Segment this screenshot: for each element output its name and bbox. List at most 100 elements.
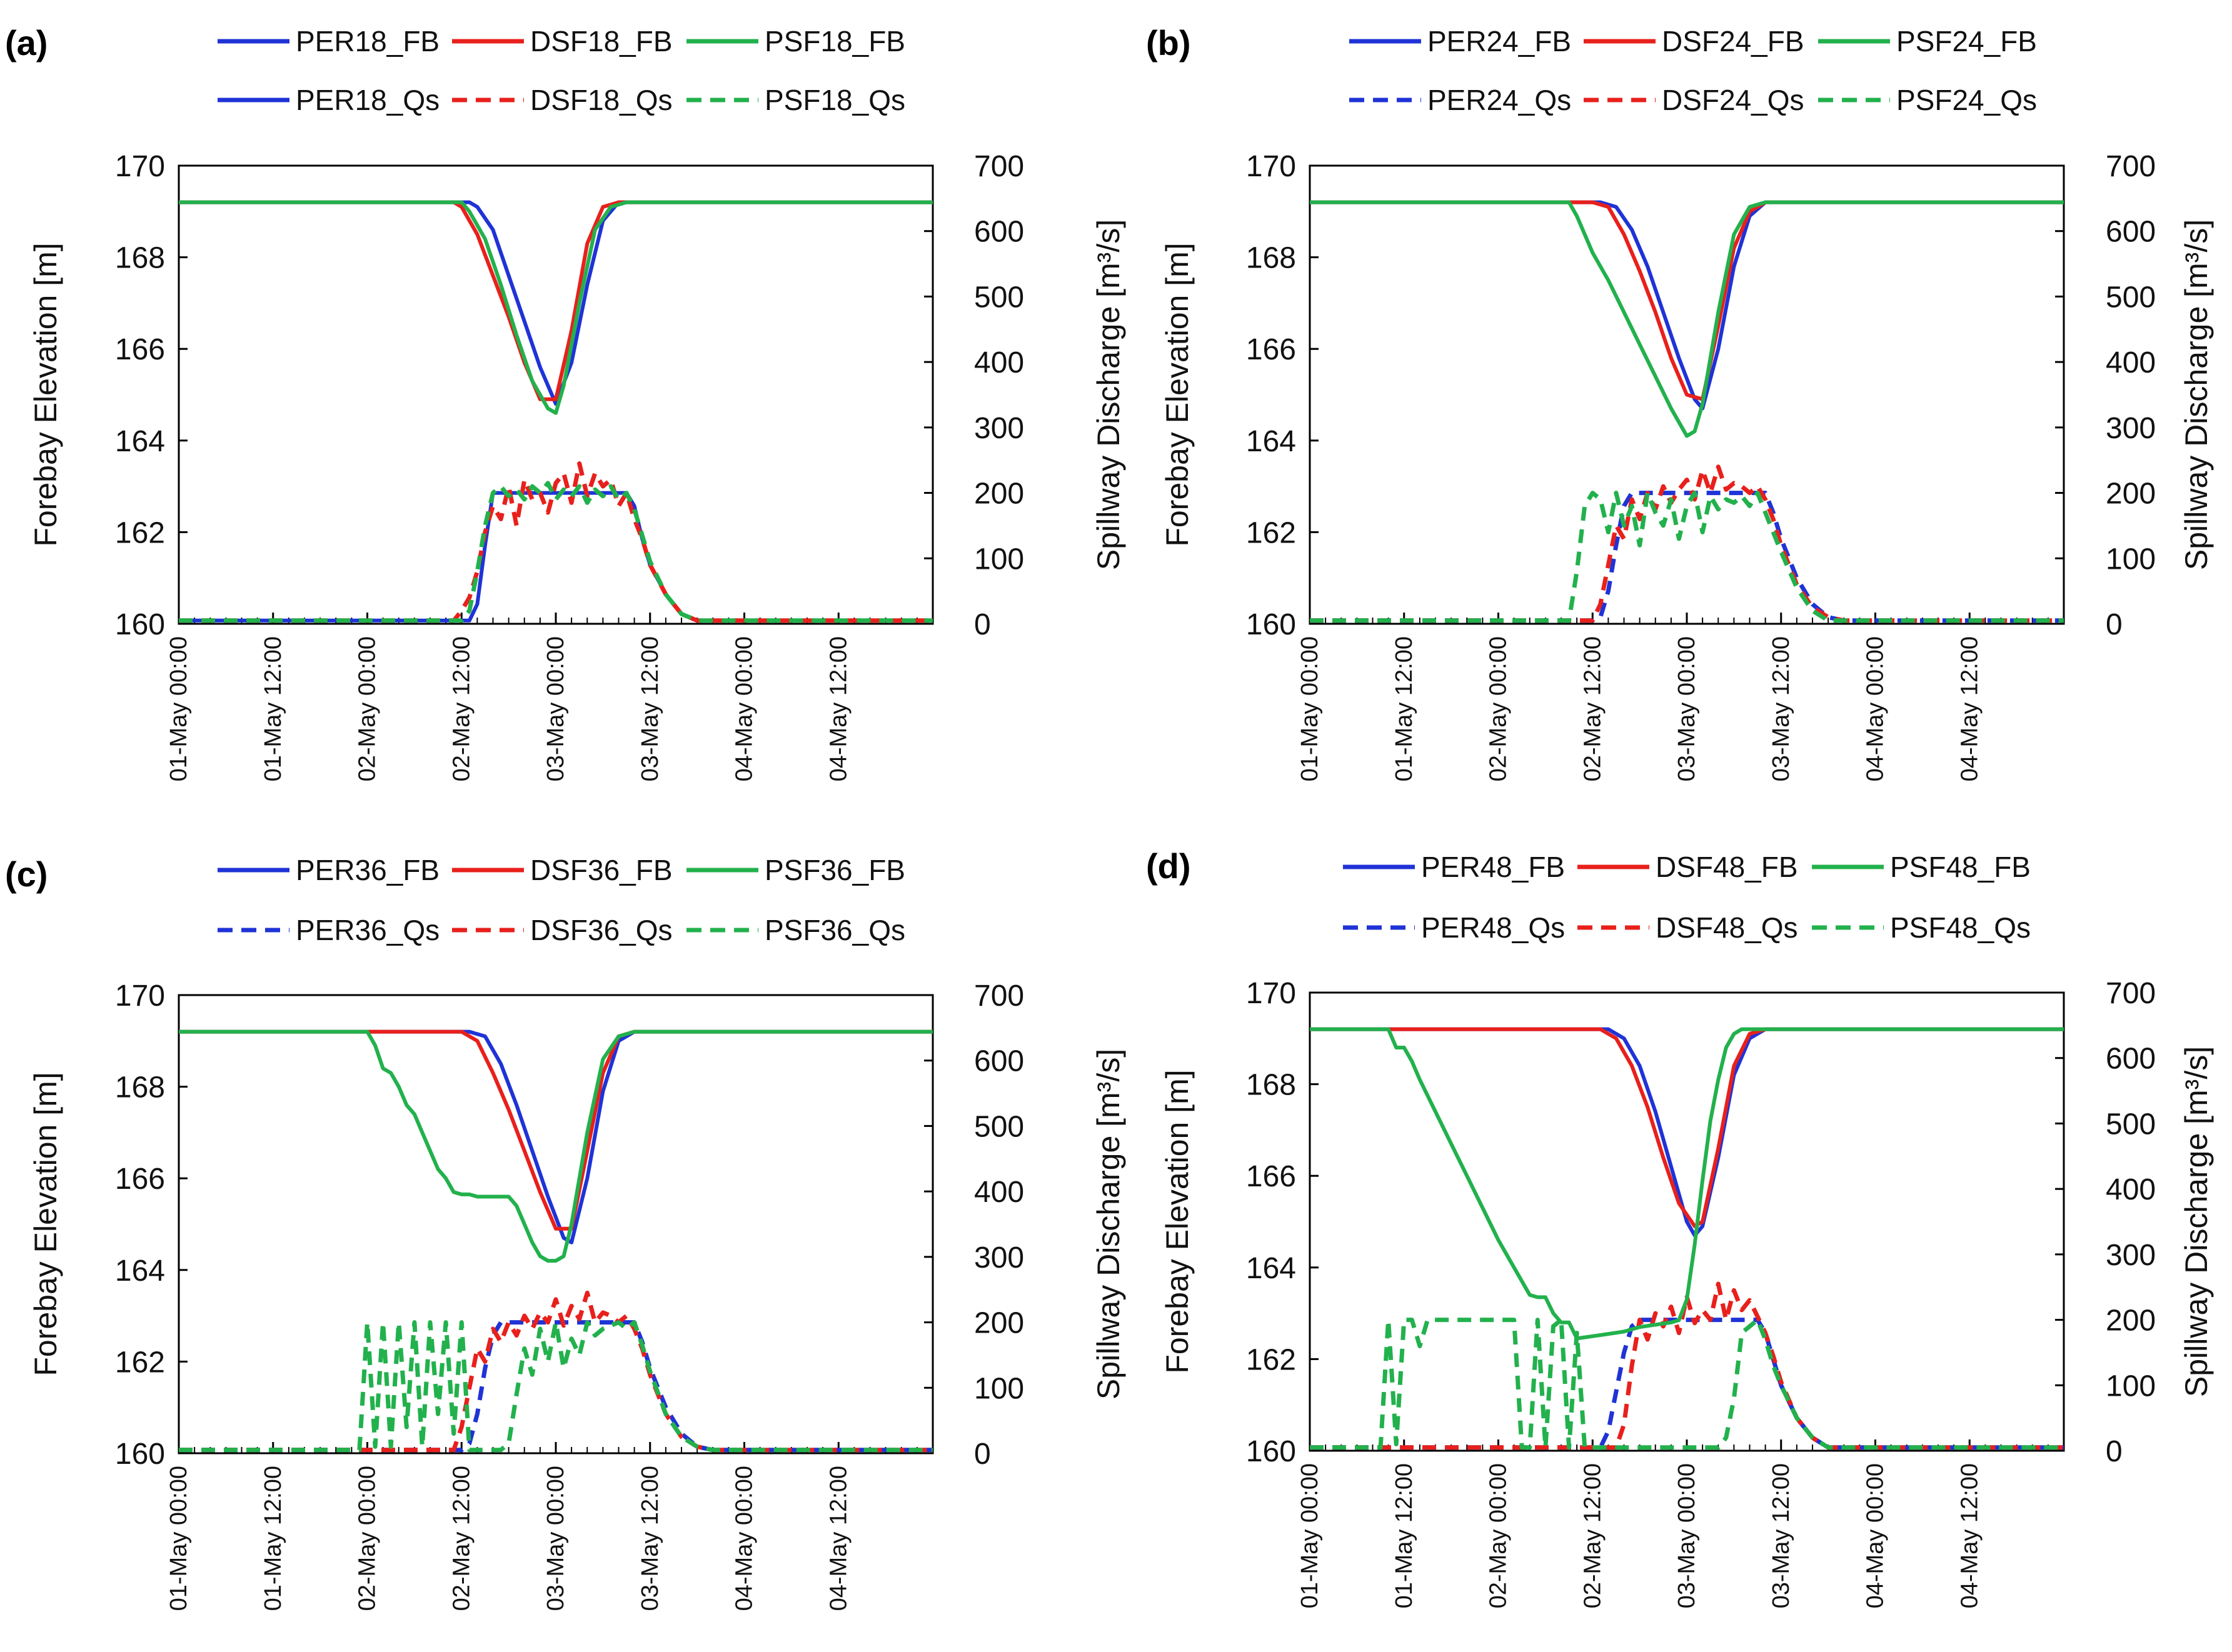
legend-label: PSF48_Qs (1890, 911, 2031, 944)
y-tick-label-right: 300 (974, 1241, 1024, 1274)
legend-label: DSF48_FB (1656, 851, 1798, 883)
legend-label: PER36_FB (296, 854, 440, 886)
chart-panel-1: (a) 160 162 164 166 168 170 0 100 200 300 400 500 600… (5, 23, 1126, 781)
chart-panel-2: (b) 160 162 164 166 168 170 0 100 200 300 400 500 600… (1146, 23, 2214, 781)
y-tick-label-left: 166 (115, 333, 165, 366)
y-tick-label-left: 164 (1246, 425, 1296, 458)
legend-label: PSF24_FB (1896, 25, 2037, 58)
series-per36_fb (179, 1029, 933, 1244)
legend-label: PER24_FB (1427, 25, 1571, 58)
x-tick-label: 02-May 12:00 (448, 1466, 475, 1611)
y-tick-label-right: 500 (2106, 281, 2156, 314)
y-axis-label-left: Forebay Elevation [m] (1160, 243, 1195, 546)
y-tick-label-left: 166 (115, 1163, 165, 1196)
series-per48_fb (1310, 1027, 2064, 1238)
y-tick-label-left: 170 (115, 150, 165, 183)
y-tick-label-right: 700 (974, 150, 1024, 183)
y-tick-label-left: 170 (115, 979, 165, 1013)
y-tick-label-right: 700 (2106, 977, 2156, 1010)
series-dsf24_qs (1310, 464, 2064, 623)
x-tick-label: 03-May 00:00 (1674, 1463, 1700, 1608)
y-tick-label-left: 162 (1246, 516, 1296, 549)
y-tick-label-right: 400 (974, 1176, 1024, 1209)
series-per24_fb (1310, 200, 2064, 411)
panel-label: (b) (1146, 23, 1191, 63)
y-tick-label-right: 100 (974, 1372, 1024, 1405)
y-tick-label-left: 168 (1246, 1069, 1296, 1102)
legend-label: PER48_FB (1421, 851, 1565, 883)
legend-label: PSF18_Qs (765, 84, 905, 116)
series-psf24_fb (1310, 200, 2064, 438)
y-tick-label-left: 160 (115, 1438, 165, 1471)
y-tick-label-right: 300 (974, 412, 1024, 445)
x-tick-label: 03-May 00:00 (543, 1466, 569, 1611)
legend-label: DSF18_FB (530, 25, 673, 58)
chart-panel-3: (c) 160 162 164 166 168 170 0 100 200 300 400 500 600… (5, 854, 1126, 1611)
chart-panel-4: (d) 160 162 164 166 168 170 0 100 200 300 400 500 600… (1146, 846, 2214, 1608)
x-tick-label: 01-May 12:00 (260, 636, 286, 781)
x-tick-label: 03-May 12:00 (1768, 636, 1794, 781)
legend-label: PSF48_FB (1890, 851, 2031, 883)
y-tick-label-right: 300 (2106, 412, 2156, 445)
legend-label: PER48_Qs (1421, 911, 1565, 944)
x-tick-label: 02-May 00:00 (354, 1466, 381, 1611)
series-dsf48_qs (1310, 1281, 2064, 1450)
legend-label: PSF36_FB (765, 854, 905, 886)
y-axis-label-right: Spillway Discharge [m³/s] (2179, 219, 2214, 570)
legend-label: DSF36_Qs (530, 914, 673, 946)
y-tick-label-right: 100 (974, 543, 1024, 576)
y-tick-label-right: 700 (2106, 150, 2156, 183)
legend-label: DSF48_Qs (1656, 911, 1798, 944)
x-tick-label: 01-May 12:00 (1391, 1463, 1417, 1608)
x-tick-label: 02-May 12:00 (1579, 636, 1606, 781)
y-tick-label-left: 160 (1246, 1435, 1296, 1468)
series-dsf18_fb (179, 200, 933, 401)
y-axis-label-left: Forebay Elevation [m] (1160, 1069, 1195, 1373)
x-tick-label: 02-May 00:00 (1485, 636, 1512, 781)
y-tick-label-right: 500 (974, 281, 1024, 314)
y-tick-label-right: 200 (2106, 1304, 2156, 1338)
y-tick-label-left: 166 (1246, 1160, 1296, 1193)
y-tick-label-right: 300 (2106, 1239, 2156, 1272)
legend-label: PSF36_Qs (765, 914, 905, 946)
y-tick-label-right: 400 (2106, 1173, 2156, 1206)
series-psf24_qs (1310, 491, 2064, 623)
y-tick-label-left: 164 (115, 1254, 165, 1288)
x-tick-label: 03-May 12:00 (1768, 1463, 1794, 1608)
x-tick-label: 01-May 00:00 (1297, 636, 1323, 781)
series-dsf36_qs (179, 1290, 933, 1453)
series-per36_qs (179, 1320, 933, 1453)
series-psf18_qs (179, 481, 933, 623)
series-per48_qs (1310, 1318, 2064, 1450)
y-tick-label-left: 168 (115, 242, 165, 275)
series-psf36_qs (179, 1320, 933, 1453)
legend-label: PER24_Qs (1427, 84, 1571, 116)
series-dsf48_fb (1310, 1027, 2064, 1228)
x-tick-label: 04-May 12:00 (825, 1466, 852, 1611)
x-tick-label: 02-May 12:00 (448, 636, 475, 781)
x-tick-label: 04-May 00:00 (731, 636, 758, 781)
y-tick-label-left: 170 (1246, 150, 1296, 183)
y-tick-label-right: 200 (974, 1307, 1024, 1340)
legend-label: DSF18_Qs (530, 84, 673, 116)
legend-label: DSF36_FB (530, 854, 673, 886)
legend-label: PER36_Qs (296, 914, 440, 946)
y-axis-label-left: Forebay Elevation [m] (28, 1072, 63, 1376)
y-tick-label-right: 500 (974, 1110, 1024, 1143)
y-axis-label-left: Forebay Elevation [m] (28, 243, 63, 546)
legend-label: DSF24_FB (1662, 25, 1804, 58)
x-tick-label: 02-May 00:00 (1485, 1463, 1512, 1608)
x-tick-label: 01-May 00:00 (166, 1466, 192, 1611)
y-tick-label-right: 0 (974, 1438, 991, 1471)
panel-label: (a) (5, 23, 48, 63)
y-tick-label-right: 0 (2106, 608, 2123, 641)
y-tick-label-left: 160 (115, 608, 165, 641)
y-tick-label-left: 168 (1246, 242, 1296, 275)
series-dsf24_fb (1310, 200, 2064, 401)
x-tick-label: 04-May 12:00 (1956, 636, 1983, 781)
panel-label: (c) (5, 854, 48, 894)
y-tick-label-right: 100 (2106, 1369, 2156, 1403)
x-tick-label: 04-May 00:00 (1863, 636, 1889, 781)
x-tick-label: 04-May 00:00 (731, 1466, 758, 1611)
